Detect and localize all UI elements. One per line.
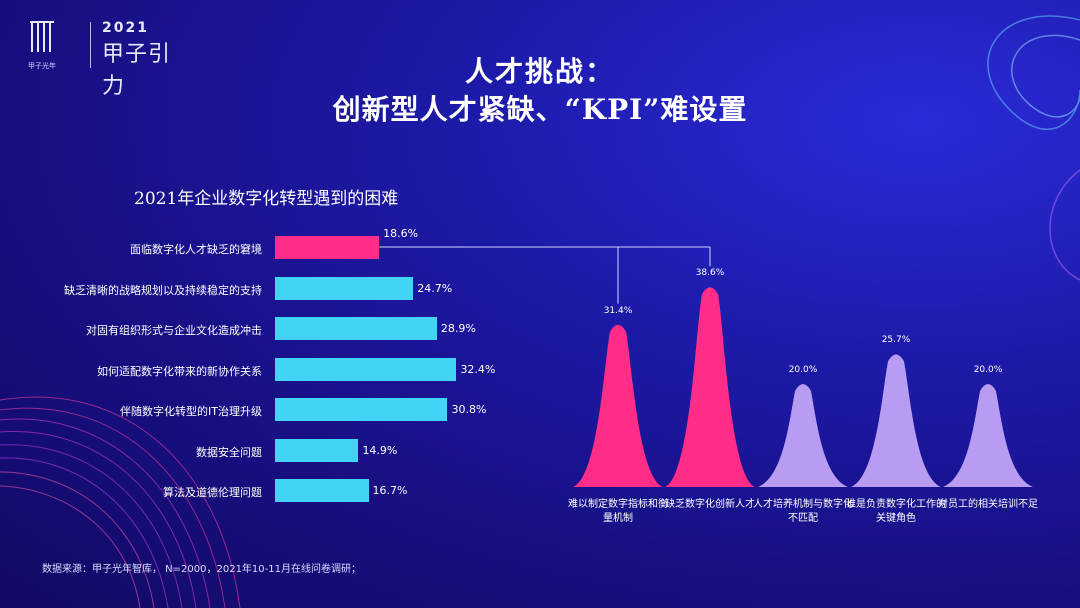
peak-mark (851, 354, 941, 487)
logo-mark-icon (30, 21, 54, 52)
logo: 甲子光年 2021 甲子引力 (28, 18, 178, 99)
data-source-note: 数据来源：甲子光年智库， N=2000，2021年10-11月在线问卷调研； (42, 564, 361, 575)
peak-mark (758, 384, 848, 487)
page-title: 人才挑战： (464, 55, 615, 88)
logo-brand-text: 甲子光年 (28, 62, 56, 70)
peak-mark (665, 287, 755, 487)
logo-year: 2021 (102, 20, 149, 36)
peak-category-label: 人才培养机制与数字化不匹配 (753, 499, 853, 524)
peak-mark (943, 384, 1033, 487)
peak-value-label: 25.7% (881, 335, 911, 346)
peak-mark (573, 324, 663, 487)
logo-divider (90, 22, 91, 68)
bar-chart-title: 2021年企业数字化转型遇到的困难 (134, 189, 399, 209)
peak-category-label: 缺乏数字化创新人才 (665, 499, 755, 510)
peak-value-label: 38.6% (695, 268, 725, 279)
connector-line (379, 246, 711, 304)
logo-event-name: 甲子引力 (102, 42, 172, 99)
page-subtitle: 创新型人才紧缺、“KPI”难设置 (332, 93, 748, 126)
peak-category-label: 难以制定数字指标和衡量机制 (568, 499, 668, 524)
peak-value-label: 20.0% (788, 365, 818, 375)
peak-value-label: 20.0% (973, 365, 1003, 375)
peak-category-label: 谁是负责数字化工作的关键角色 (846, 499, 946, 524)
peak-category-label: 对员工的相关培训不足 (938, 499, 1038, 510)
peak-value-label: 31.4% (603, 305, 633, 316)
